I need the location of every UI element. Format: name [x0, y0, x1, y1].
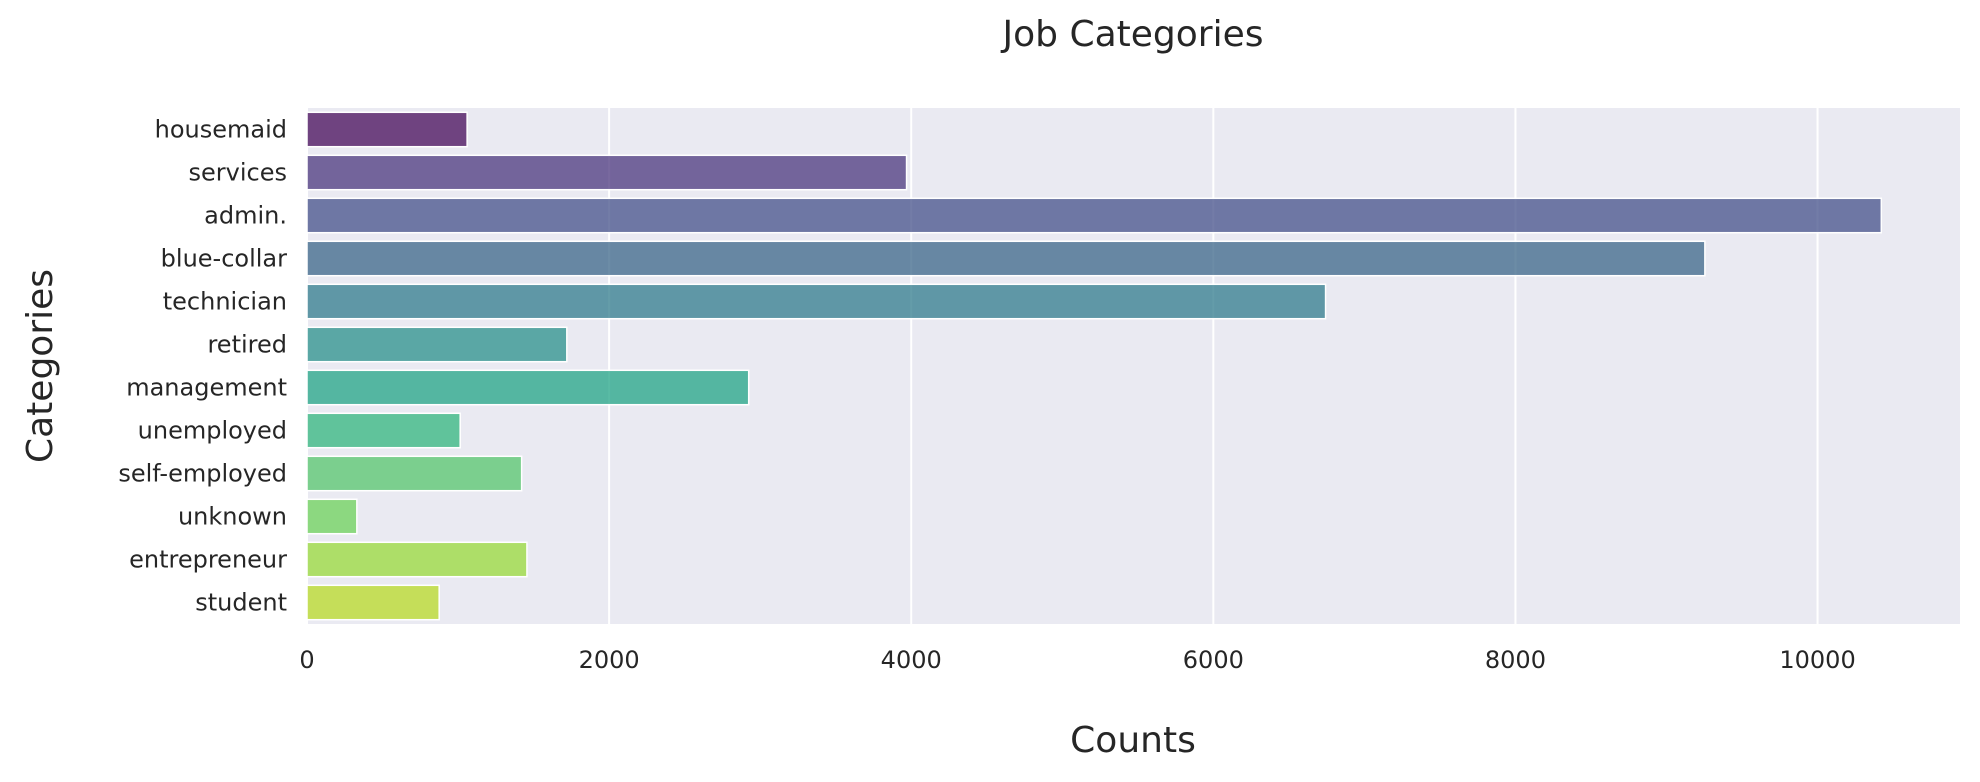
y-tick-label: blue-collar	[161, 245, 287, 273]
y-tick-label: entrepreneur	[129, 546, 287, 574]
bar-admin	[306, 197, 1883, 234]
bar-entrepreneur	[306, 541, 528, 578]
x-tick-label: 2000	[579, 646, 640, 674]
y-tick-label: management	[126, 374, 287, 402]
bar-management	[306, 369, 750, 406]
x-tick-labels: 0 2000 4000 6000 8000 10000	[299, 646, 1855, 674]
y-tick-label: unemployed	[138, 417, 287, 445]
y-tick-label: retired	[207, 331, 287, 359]
x-tick-label: 6000	[1183, 646, 1244, 674]
x-tick-label: 10000	[1779, 646, 1855, 674]
bars	[306, 111, 1883, 621]
plot-background	[307, 108, 1960, 624]
y-tick-label: services	[189, 159, 287, 187]
y-tick-label: unknown	[178, 503, 287, 531]
chart-title: Job Categories	[1001, 14, 1264, 55]
bar-technician	[306, 283, 1327, 320]
y-tick-label: technician	[163, 288, 287, 316]
bar-self-employed	[306, 455, 523, 492]
x-tick-label: 8000	[1485, 646, 1546, 674]
bar-student	[306, 584, 440, 621]
y-tick-labels: housemaid services admin. blue-collar techni…	[118, 116, 287, 617]
y-tick-label: admin.	[204, 202, 287, 230]
bar-unemployed	[306, 412, 461, 449]
y-tick-label: housemaid	[155, 116, 287, 144]
bar-retired	[306, 326, 568, 363]
x-tick-label: 4000	[881, 646, 942, 674]
y-axis-label: Categories	[20, 269, 61, 463]
x-gridlines	[306, 108, 1819, 624]
y-tick-label: student	[195, 589, 287, 617]
x-tick-label: 0	[299, 646, 314, 674]
x-axis-label: Counts	[1070, 720, 1196, 761]
bar-blue-collar	[306, 240, 1706, 277]
y-tick-label: self-employed	[118, 460, 287, 488]
bar-unknown	[306, 498, 358, 535]
bar-services	[306, 154, 908, 191]
bar-housemaid	[306, 111, 468, 148]
